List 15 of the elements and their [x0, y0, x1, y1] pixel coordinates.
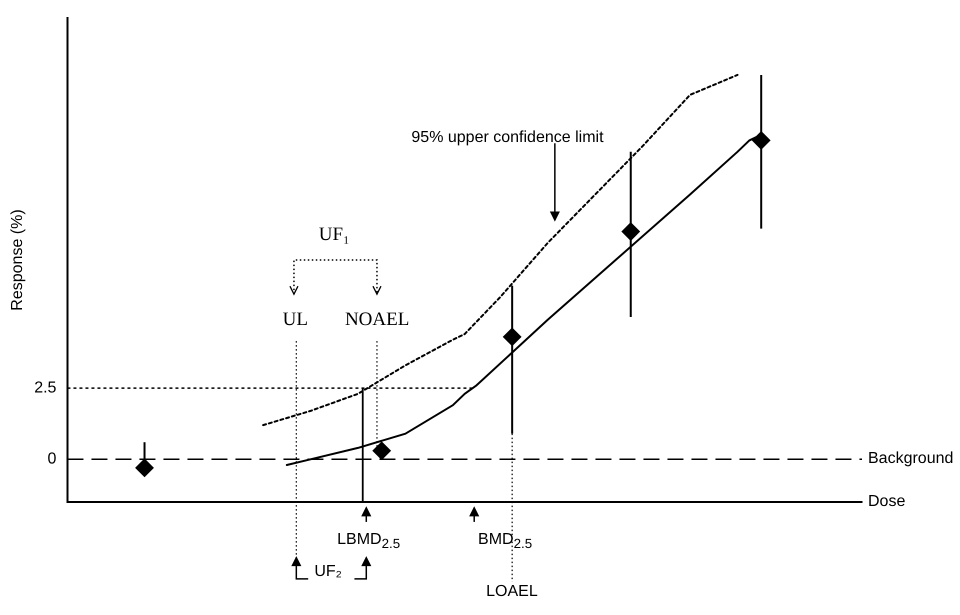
y-axis-title: Response (%) — [9, 209, 26, 311]
y-tick-label: 0 — [48, 450, 57, 468]
point — [136, 458, 154, 477]
annotation: NOAEL — [344, 309, 410, 330]
annotation: 95% upper confidence limit — [411, 128, 604, 146]
annotation: UL — [282, 309, 308, 330]
x-axis-title: Dose — [868, 493, 906, 510]
text: LOAEL — [486, 582, 538, 600]
text: BMD$_{2.5}$ — [478, 531, 532, 552]
text: UF₂ — [314, 562, 342, 580]
annotation: UF₁ — [318, 224, 350, 245]
text: LBMD$_{2.5}$ — [337, 531, 400, 552]
ref-line-label: Background — [868, 450, 954, 468]
point — [372, 442, 391, 460]
y-tick-label: 2.5 — [34, 380, 57, 397]
